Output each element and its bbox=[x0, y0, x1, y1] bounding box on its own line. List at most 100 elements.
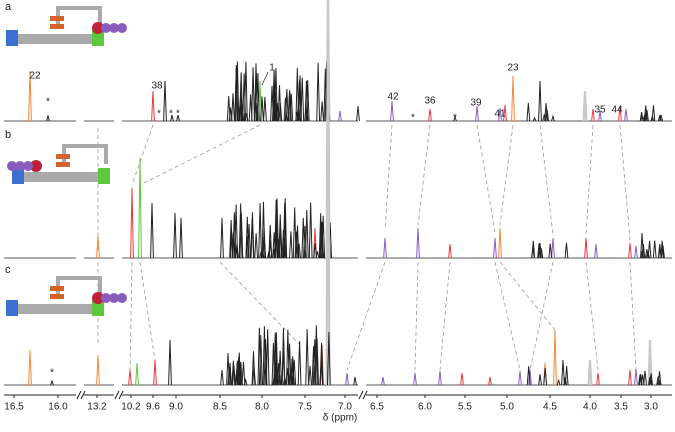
peak bbox=[528, 369, 532, 386]
peak bbox=[356, 105, 360, 122]
tick-label: 8.0 bbox=[255, 402, 269, 413]
peak bbox=[641, 243, 646, 259]
peak bbox=[258, 335, 263, 386]
peak bbox=[656, 376, 661, 386]
panel-label: b bbox=[5, 129, 11, 141]
bead bbox=[117, 293, 127, 303]
peak bbox=[564, 242, 569, 259]
peak bbox=[498, 227, 502, 259]
brick bbox=[50, 294, 64, 299]
axle bbox=[14, 172, 102, 182]
peak bbox=[245, 216, 250, 259]
axis-break bbox=[114, 390, 124, 400]
peak bbox=[325, 0, 331, 386]
correlation-line bbox=[139, 124, 261, 186]
peak bbox=[323, 68, 328, 122]
correlation-line bbox=[585, 261, 599, 371]
peak bbox=[285, 329, 290, 386]
stopper-green bbox=[98, 168, 110, 184]
peak bbox=[234, 65, 239, 122]
peak bbox=[274, 222, 278, 259]
peak bbox=[250, 218, 255, 259]
peak bbox=[28, 349, 32, 386]
peak bbox=[539, 248, 544, 259]
peak bbox=[308, 365, 312, 386]
correlation-line bbox=[131, 124, 154, 186]
peak bbox=[262, 240, 267, 259]
peak-label: 23 bbox=[507, 63, 519, 74]
peak bbox=[271, 343, 276, 386]
peak bbox=[326, 331, 331, 386]
peak bbox=[96, 354, 100, 386]
peak bbox=[448, 243, 452, 259]
peak bbox=[493, 237, 497, 259]
peak bbox=[548, 243, 553, 259]
decoration bbox=[6, 6, 637, 371]
peak-label: 41 bbox=[494, 109, 506, 120]
peak bbox=[661, 245, 665, 259]
peak bbox=[128, 369, 132, 386]
peak bbox=[320, 247, 325, 259]
bead bbox=[109, 293, 119, 303]
peak bbox=[475, 105, 479, 122]
tick-label: 9.6 bbox=[146, 402, 160, 413]
peak bbox=[381, 376, 385, 386]
peak bbox=[274, 68, 278, 122]
peak bbox=[272, 248, 277, 259]
peak bbox=[278, 350, 283, 386]
peak bbox=[260, 96, 264, 122]
peak bbox=[634, 368, 638, 386]
peak bbox=[543, 367, 548, 386]
peak bbox=[290, 356, 295, 386]
bead bbox=[7, 161, 17, 171]
peak bbox=[258, 203, 262, 259]
peak bbox=[591, 108, 595, 122]
peak bbox=[659, 114, 663, 122]
peak bbox=[319, 343, 324, 386]
peak bbox=[561, 359, 565, 386]
peak bbox=[594, 243, 598, 259]
peak bbox=[538, 80, 542, 122]
spectra bbox=[4, 0, 672, 386]
correlation-line bbox=[346, 261, 386, 371]
peak bbox=[315, 338, 319, 386]
peak bbox=[657, 114, 662, 122]
peak bbox=[232, 365, 236, 386]
correlation-line bbox=[629, 261, 637, 371]
peak bbox=[232, 212, 237, 259]
brick bbox=[50, 24, 64, 29]
peak bbox=[304, 80, 309, 122]
peak bbox=[660, 240, 665, 259]
peak bbox=[241, 361, 246, 386]
correlation-line bbox=[414, 261, 419, 371]
stopper-green bbox=[92, 30, 104, 46]
bridge bbox=[62, 144, 108, 166]
peak bbox=[248, 94, 253, 122]
peak bbox=[318, 213, 323, 259]
tick-label: 4.0 bbox=[583, 402, 597, 413]
peak bbox=[153, 359, 157, 386]
peak bbox=[643, 112, 648, 122]
peak bbox=[624, 108, 628, 122]
correlation-line bbox=[384, 124, 393, 231]
peak bbox=[628, 242, 632, 259]
peak bbox=[511, 75, 515, 122]
axis-break bbox=[76, 390, 86, 400]
peak-label: 1 bbox=[269, 63, 275, 74]
peak bbox=[345, 372, 349, 386]
peak bbox=[138, 157, 142, 259]
peak bbox=[428, 108, 432, 122]
peak-label: * bbox=[50, 368, 54, 379]
peak-label: * bbox=[453, 113, 457, 124]
peak bbox=[645, 248, 649, 259]
peak bbox=[657, 244, 662, 259]
peak bbox=[289, 231, 293, 259]
bead bbox=[15, 161, 25, 171]
peak bbox=[628, 369, 632, 386]
peak bbox=[311, 346, 316, 386]
peak bbox=[267, 251, 271, 259]
peak bbox=[295, 68, 300, 122]
peak bbox=[281, 328, 286, 386]
peak bbox=[587, 359, 593, 386]
stopper-blue bbox=[6, 30, 18, 46]
